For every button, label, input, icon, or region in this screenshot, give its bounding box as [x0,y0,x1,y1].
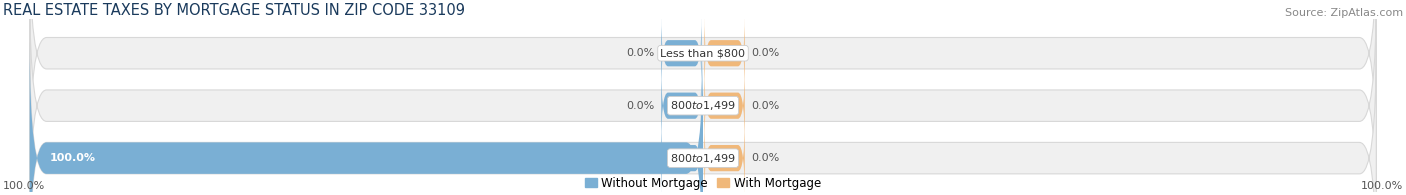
FancyBboxPatch shape [30,0,1376,195]
Text: 0.0%: 0.0% [626,101,655,111]
Text: 0.0%: 0.0% [626,48,655,58]
FancyBboxPatch shape [704,66,745,145]
Text: 0.0%: 0.0% [751,101,780,111]
FancyBboxPatch shape [30,43,1376,195]
Text: 0.0%: 0.0% [751,153,780,163]
Text: 100.0%: 100.0% [3,181,45,191]
FancyBboxPatch shape [661,119,702,195]
Text: Source: ZipAtlas.com: Source: ZipAtlas.com [1285,8,1403,18]
Text: 0.0%: 0.0% [751,48,780,58]
Text: Less than $800: Less than $800 [661,48,745,58]
Text: 100.0%: 100.0% [49,153,96,163]
FancyBboxPatch shape [30,43,703,195]
FancyBboxPatch shape [661,14,702,93]
FancyBboxPatch shape [704,119,745,195]
FancyBboxPatch shape [661,66,702,145]
FancyBboxPatch shape [30,0,1376,169]
Text: REAL ESTATE TAXES BY MORTGAGE STATUS IN ZIP CODE 33109: REAL ESTATE TAXES BY MORTGAGE STATUS IN … [3,3,465,18]
FancyBboxPatch shape [704,14,745,93]
Text: $800 to $1,499: $800 to $1,499 [671,99,735,112]
Text: $800 to $1,499: $800 to $1,499 [671,152,735,165]
Legend: Without Mortgage, With Mortgage: Without Mortgage, With Mortgage [585,177,821,190]
Text: 100.0%: 100.0% [1361,181,1403,191]
